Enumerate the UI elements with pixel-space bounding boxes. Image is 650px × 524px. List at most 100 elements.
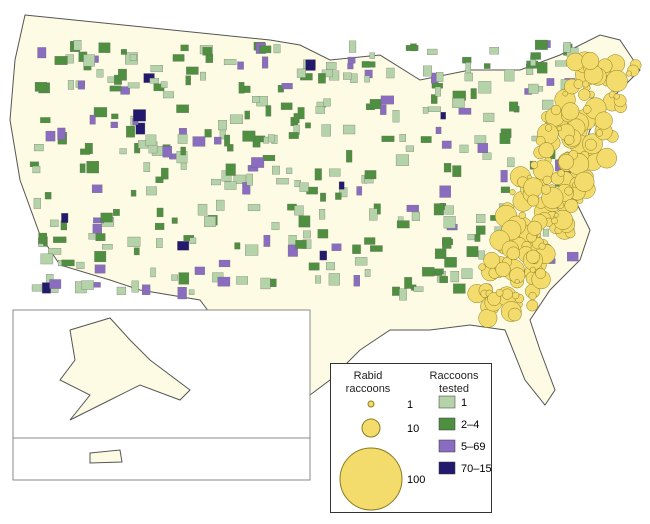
county <box>453 283 466 294</box>
county <box>89 114 96 125</box>
county <box>299 182 309 192</box>
county <box>321 124 331 137</box>
county <box>150 65 163 73</box>
county <box>129 54 137 61</box>
raccoon-circle <box>595 129 604 137</box>
legend-label: 1 <box>461 397 467 409</box>
county <box>380 104 387 115</box>
county <box>399 288 407 301</box>
county <box>461 268 473 279</box>
county <box>399 134 406 142</box>
county <box>420 136 432 143</box>
county <box>143 73 155 83</box>
county <box>386 67 395 79</box>
county <box>227 144 234 152</box>
county <box>194 266 205 275</box>
county <box>223 59 237 66</box>
county <box>171 217 178 224</box>
raccoon-circle <box>564 198 579 213</box>
county <box>233 174 247 184</box>
county <box>430 94 438 104</box>
county <box>315 275 322 284</box>
county <box>118 68 127 81</box>
county <box>338 181 345 190</box>
county <box>281 83 293 90</box>
raccoon-circle <box>523 177 544 198</box>
county <box>427 106 441 112</box>
county <box>33 197 41 209</box>
county <box>204 129 212 138</box>
county <box>462 56 472 64</box>
county <box>271 222 280 230</box>
county <box>162 146 172 158</box>
county <box>32 165 41 174</box>
county <box>211 178 221 186</box>
county <box>111 113 119 120</box>
county <box>186 66 199 75</box>
raccoon-circle <box>518 211 526 219</box>
county <box>149 78 160 84</box>
county <box>80 148 91 155</box>
county <box>37 47 47 59</box>
raccoon-circle <box>613 93 620 100</box>
county <box>133 247 140 256</box>
raccoon-circle <box>508 307 522 322</box>
county <box>342 124 356 135</box>
county <box>176 104 189 113</box>
county <box>54 56 68 65</box>
county <box>323 98 331 107</box>
county <box>146 186 157 196</box>
county <box>101 244 113 250</box>
county <box>432 268 444 275</box>
county <box>440 111 446 120</box>
county <box>335 192 342 200</box>
county <box>154 222 165 230</box>
raccoon-circle <box>594 111 613 130</box>
county <box>178 128 187 135</box>
county <box>536 62 548 74</box>
raccoon-circle <box>561 102 580 121</box>
county <box>356 186 363 196</box>
county <box>265 105 272 117</box>
county <box>113 209 120 216</box>
county <box>319 209 326 220</box>
raccoon-circle <box>527 220 543 236</box>
county <box>459 144 469 153</box>
county <box>262 154 276 162</box>
county <box>177 241 190 251</box>
county <box>329 168 341 177</box>
raccoon-circle <box>540 184 552 195</box>
county <box>354 257 368 266</box>
county <box>38 232 48 244</box>
county <box>40 253 54 265</box>
county <box>61 213 69 223</box>
county <box>192 136 206 147</box>
county <box>405 145 414 152</box>
county <box>406 204 419 212</box>
county <box>229 114 243 125</box>
legend-label: 100 <box>407 474 425 486</box>
county <box>96 69 104 78</box>
legend-label: 10 <box>407 423 419 435</box>
county <box>483 63 491 69</box>
legend-label: 2–4 <box>461 419 479 431</box>
legend-circle <box>367 400 375 408</box>
county <box>303 230 311 239</box>
county <box>474 135 487 144</box>
county <box>34 144 44 152</box>
county <box>189 237 197 244</box>
raccoon-circle <box>556 125 563 132</box>
raccoon-circle <box>581 52 600 70</box>
county <box>109 85 122 92</box>
county <box>535 39 548 50</box>
raccoon-circle <box>596 148 617 169</box>
county <box>110 121 118 129</box>
county <box>443 216 456 229</box>
raccoon-circle <box>582 105 592 114</box>
county <box>423 65 432 77</box>
county <box>269 278 277 288</box>
county <box>319 250 327 261</box>
raccoon-circle <box>514 278 520 284</box>
raccoon-circle <box>525 249 540 264</box>
legend-title: Rabid raccoons <box>345 370 391 395</box>
